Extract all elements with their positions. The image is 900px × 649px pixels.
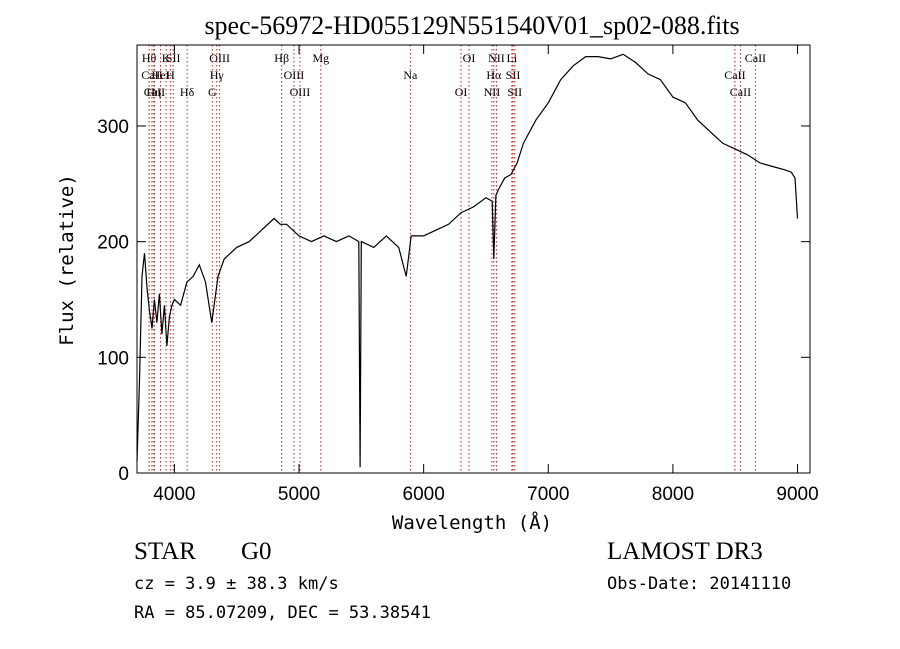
spectral-line-label: Hα	[486, 68, 502, 82]
x-tick-label: 9000	[776, 484, 818, 505]
x-tick-label: 8000	[652, 484, 694, 505]
spectral-line-label: Mg	[312, 51, 329, 65]
spectral-line-label: H	[166, 68, 175, 82]
spectral-line-label: Hβ	[274, 51, 289, 65]
object-class: STAR	[134, 538, 196, 565]
obs-date: Obs-Date: 20141110	[607, 574, 792, 594]
spectral-line-label: CaII	[141, 68, 162, 82]
spectral-line-label: OIII	[209, 51, 230, 65]
redshift-readout: cz = 3.9 ± 38.3 km/s	[134, 574, 339, 594]
y-tick-label: 300	[97, 117, 129, 138]
spectral-line-label: CaII	[724, 68, 745, 82]
spectral-line-label: CaII	[144, 85, 165, 99]
spectral-line-label: Hη	[146, 85, 161, 99]
spectral-line-label: CaII	[745, 51, 766, 65]
spectral-line-label: HeI	[152, 68, 170, 82]
spectral-line-label: Hδ	[180, 85, 195, 99]
y-tick-label: 0	[118, 464, 129, 485]
y-tick-label: 200	[97, 233, 129, 254]
spectral-lines-layer: HθCaIICaIIKHeIHηSIIHHδOIIIHγGHβOIIIOIIIM…	[141, 45, 766, 473]
spectral-line-label: OI	[463, 51, 476, 65]
plot-frame	[136, 44, 811, 474]
survey-label: LAMOST DR3	[607, 538, 763, 565]
y-axis-label: Flux (relative)	[56, 174, 78, 346]
series-layer	[136, 53, 799, 468]
x-axis-label: Wavelength (Å)	[392, 511, 552, 534]
x-tick-label: 7000	[527, 484, 569, 505]
spectral-line-label: NII	[484, 85, 501, 99]
spectral-line-label: OIII	[284, 68, 305, 82]
spectral-line-label: Li	[507, 51, 518, 65]
spectral-line-label: K	[162, 51, 171, 65]
coordinates-readout: RA = 85.07209, DEC = 53.38541	[134, 603, 431, 623]
spectral-line-label: Hθ	[142, 51, 157, 65]
spectral-line-label: G	[208, 85, 217, 99]
chart-title: spec-56972-HD055129N551540V01_sp02-088.f…	[204, 11, 739, 40]
ticks-layer: 4000 5000 6000 7000 8000 9000 0 100 200 300	[97, 45, 819, 505]
spectral-line-label: SII	[166, 51, 181, 65]
x-tick-label: 6000	[403, 484, 445, 505]
spectral-line-label: OI	[455, 85, 468, 99]
series-line-flux	[136, 53, 799, 468]
y-tick-label: 100	[97, 348, 129, 369]
object-subclass: G0	[241, 538, 272, 565]
spectral-line-label: SII	[506, 68, 521, 82]
spectral-line-label: OIII	[290, 85, 311, 99]
spectral-line-label: NII	[488, 51, 505, 65]
spectral-line-label: SII	[507, 85, 522, 99]
spectral-line-label: CaII	[730, 85, 751, 99]
spectral-line-label: Hγ	[210, 68, 225, 82]
x-tick-label: 5000	[278, 484, 320, 505]
x-tick-label: 4000	[153, 484, 195, 505]
spectral-line-label: Na	[403, 68, 418, 82]
